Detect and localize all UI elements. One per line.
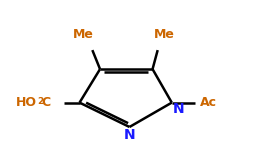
- Text: Me: Me: [154, 28, 175, 41]
- Text: 2: 2: [37, 97, 44, 106]
- Text: HO: HO: [16, 96, 37, 109]
- Text: C: C: [41, 96, 50, 109]
- Text: Ac: Ac: [200, 96, 217, 109]
- Text: Me: Me: [73, 28, 94, 41]
- Text: N: N: [124, 128, 135, 142]
- Text: N: N: [173, 102, 185, 116]
